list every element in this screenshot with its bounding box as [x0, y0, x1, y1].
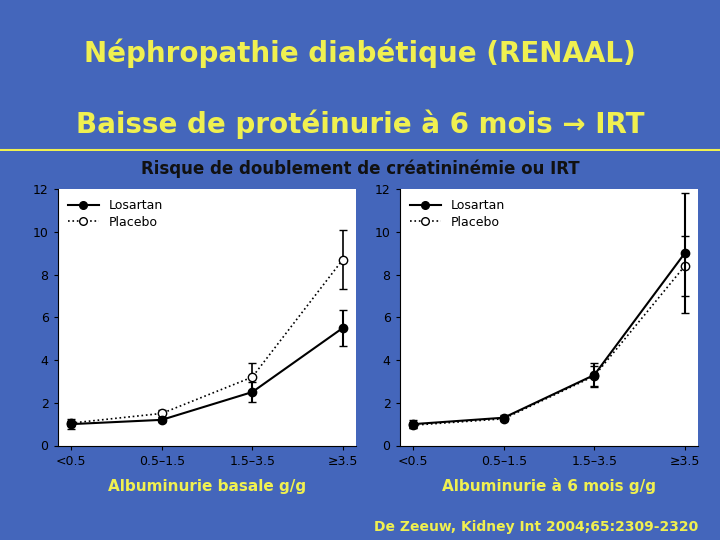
Text: Albuminurie à 6 mois g/g: Albuminurie à 6 mois g/g — [441, 478, 656, 494]
Text: De Zeeuw, Kidney Int 2004;65:2309-2320: De Zeeuw, Kidney Int 2004;65:2309-2320 — [374, 519, 698, 534]
Text: Néphropathie diabétique (RENAAL): Néphropathie diabétique (RENAAL) — [84, 38, 636, 68]
Legend: Losartan, Placebo: Losartan, Placebo — [406, 195, 509, 233]
Legend: Losartan, Placebo: Losartan, Placebo — [64, 195, 167, 233]
Text: Risque de doublement de créatininémie ou IRT: Risque de doublement de créatininémie ou… — [140, 159, 580, 178]
Text: Baisse de protéinurie à 6 mois → IRT: Baisse de protéinurie à 6 mois → IRT — [76, 109, 644, 139]
Text: Albuminurie basale g/g: Albuminurie basale g/g — [108, 478, 307, 494]
